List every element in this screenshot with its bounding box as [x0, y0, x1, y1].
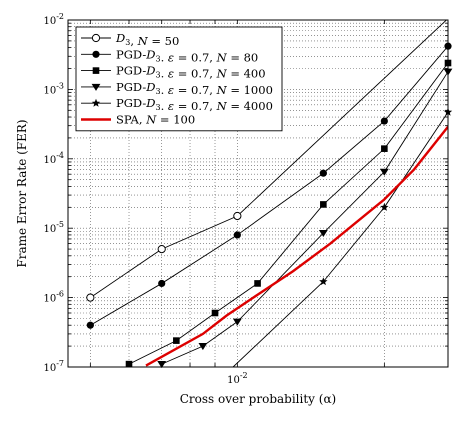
- data-point: [319, 169, 327, 177]
- data-point: [157, 244, 166, 254]
- legend-entry-label: PGD-D3. ε = 0.7, N = 1000: [116, 80, 273, 97]
- axis-ticks: [68, 20, 448, 368]
- data-point: [92, 50, 100, 58]
- series-line-5: [145, 125, 448, 367]
- data-point: [86, 293, 95, 302]
- legend-entry-label: PGD-D3. ε = 0.7, N = 4000: [116, 96, 273, 113]
- y-tick-label: 10-2: [43, 12, 64, 27]
- series-line-4: [232, 111, 448, 367]
- data-point: [318, 230, 328, 238]
- data-point: [380, 117, 388, 125]
- legend-box: [75, 26, 283, 132]
- y-tick-label: 10-7: [43, 359, 64, 374]
- data-point: [320, 201, 327, 208]
- series-line-3: [161, 71, 448, 365]
- x-axis-label: Cross over probability (α): [180, 392, 337, 406]
- series-line-1: [90, 45, 448, 326]
- data-point: [91, 83, 101, 91]
- data-point: [381, 145, 388, 152]
- y-tick-label: 10-5: [43, 220, 64, 235]
- data-point: [91, 33, 101, 43]
- data-point: [211, 309, 219, 317]
- y-tick-label: 10-3: [43, 81, 64, 96]
- data-point: [86, 321, 94, 329]
- data-point: [233, 231, 241, 239]
- y-tick-label: 10-4: [43, 151, 64, 166]
- tick-labels: 10-2 10-3 10-4 10-5 10-6 10-7 10-2: [43, 12, 247, 386]
- data-point: [198, 343, 208, 351]
- data-point: [254, 280, 261, 287]
- y-axis-label: Frame Error Rate (FER): [15, 119, 29, 267]
- data-point: [92, 67, 100, 74]
- legend-entry-label: PGD-D3. ε = 0.7, N = 400: [116, 64, 266, 81]
- data-point: [380, 202, 389, 211]
- y-tick-label: 10-6: [43, 290, 64, 305]
- data-point: [158, 279, 166, 288]
- data-point: [319, 277, 328, 286]
- legend-entry-label: D3, N = 50: [115, 31, 179, 48]
- data-point: [379, 168, 389, 176]
- data-point: [232, 318, 242, 326]
- x-tick-label: 10-2: [227, 371, 248, 386]
- data-point: [173, 337, 180, 344]
- series-line-0: [90, 20, 448, 298]
- data-point: [233, 211, 242, 221]
- data-point: [91, 98, 101, 107]
- legend-entry-label: PGD-D3. ε = 0.7, N = 80: [116, 47, 258, 64]
- legend-entry-label: SPA, N = 100: [116, 113, 195, 127]
- plot-frame: [67, 19, 449, 368]
